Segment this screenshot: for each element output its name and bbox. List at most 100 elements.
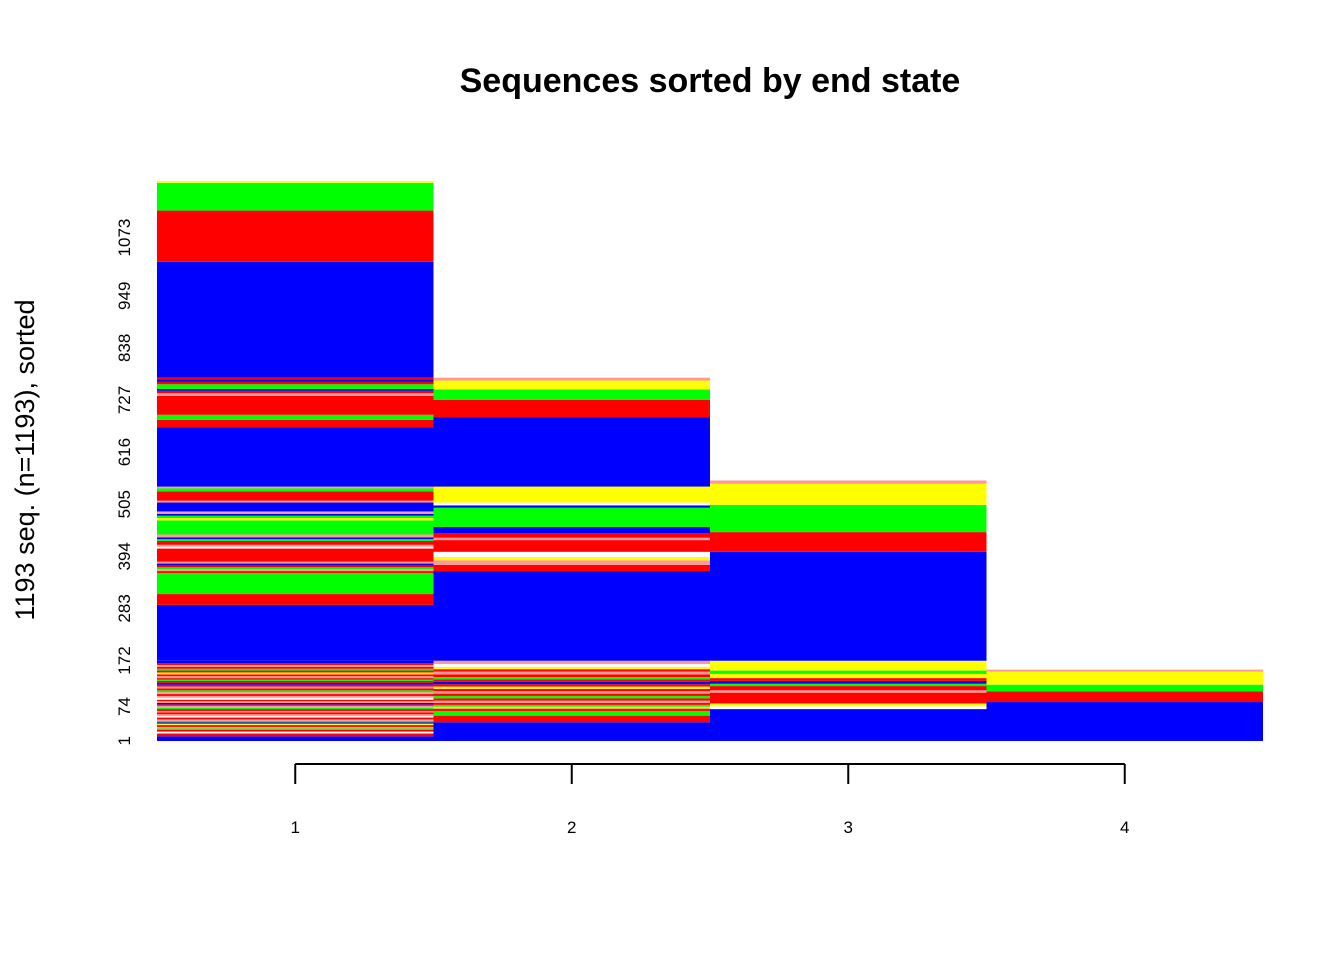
band-pink	[433, 377, 710, 381]
band-green	[157, 488, 434, 492]
band-green	[433, 710, 710, 716]
band-red	[433, 684, 710, 687]
band-blue	[157, 736, 434, 741]
band-red	[433, 533, 710, 538]
band-blue	[157, 660, 434, 664]
band-pink	[157, 692, 434, 695]
y-tick-label: 1	[115, 736, 134, 745]
band-pink	[157, 714, 434, 717]
band-red	[157, 541, 434, 545]
band-red	[157, 381, 434, 385]
column-4	[986, 669, 1263, 741]
band-pink	[433, 660, 710, 665]
band-white	[157, 731, 434, 734]
y-tick-label: 505	[115, 490, 134, 518]
band-pink	[157, 486, 434, 489]
band-green	[157, 520, 434, 535]
band-red	[157, 548, 434, 562]
band-pink	[157, 544, 434, 547]
band-red	[157, 704, 434, 706]
band-red	[157, 694, 434, 696]
band-yellow	[710, 660, 987, 671]
band-yellow	[710, 483, 987, 505]
band-pink	[157, 664, 434, 667]
band-red	[157, 670, 434, 673]
band-blue	[433, 526, 710, 534]
band-red	[157, 678, 434, 680]
band-red	[433, 399, 710, 418]
band-green	[433, 695, 710, 699]
band-red	[710, 532, 987, 552]
band-blue	[157, 702, 434, 705]
band-red	[157, 725, 434, 727]
chart-title: Sequences sorted by end state	[460, 62, 961, 100]
band-red	[157, 680, 434, 683]
band-red	[157, 674, 434, 677]
band-red	[157, 709, 434, 711]
band-white	[433, 664, 710, 667]
band-pink	[710, 690, 987, 693]
band-green	[710, 670, 987, 674]
band-pink	[157, 534, 434, 538]
band-red	[433, 698, 710, 701]
band-pink	[433, 700, 710, 703]
x-tick-label: 3	[844, 818, 853, 837]
band-blue	[157, 722, 434, 724]
y-tick-labels: 1 74 172 283 394 505 616 727 838 949 1073	[115, 219, 134, 746]
band-green	[986, 684, 1263, 692]
band-yellow	[433, 556, 710, 561]
band-red	[433, 540, 710, 552]
band-blue	[157, 537, 434, 540]
band-blue	[433, 505, 710, 508]
band-red	[433, 564, 710, 572]
y-axis-label: 1193 seq. (n=1193), sorted	[10, 300, 40, 621]
band-pink	[433, 537, 710, 541]
band-green	[433, 677, 710, 680]
y-tick-label: 727	[115, 386, 134, 414]
band-pink	[157, 561, 434, 564]
band-yellow	[157, 723, 434, 726]
band-yellow	[710, 673, 987, 679]
band-red	[157, 729, 434, 732]
band-green	[710, 683, 987, 687]
band-pink	[433, 691, 710, 694]
band-green	[433, 389, 710, 400]
band-white	[157, 546, 434, 549]
band-blue	[157, 563, 434, 566]
band-blue	[157, 502, 434, 512]
band-red	[433, 674, 710, 678]
band-blue	[433, 681, 710, 685]
band-white	[710, 706, 987, 710]
band-white	[157, 716, 434, 718]
y-tick-label: 838	[115, 334, 134, 362]
band-pink	[157, 701, 434, 703]
band-blue	[157, 682, 434, 685]
band-red	[157, 565, 434, 568]
band-red	[157, 688, 434, 691]
band-pink	[157, 705, 434, 708]
band-red	[433, 702, 710, 705]
band-red	[710, 678, 987, 681]
band-pink	[986, 669, 1263, 672]
band-yellow	[157, 181, 434, 183]
band-yellow	[710, 703, 987, 707]
band-red	[157, 699, 434, 702]
y-tick-label: 1073	[115, 219, 134, 257]
band-yellow	[433, 686, 710, 689]
band-blue	[157, 604, 434, 661]
band-blue	[710, 709, 987, 741]
band-pink	[157, 393, 434, 396]
column-1	[157, 181, 434, 741]
band-blue	[157, 427, 434, 487]
band-pink	[157, 511, 434, 514]
band-red	[157, 712, 434, 715]
band-red	[157, 594, 434, 605]
band-green	[157, 707, 434, 710]
band-red	[710, 686, 987, 691]
x-tick-label: 1	[291, 818, 300, 837]
band-pink	[433, 560, 710, 565]
band-blue	[710, 551, 987, 661]
band-yellow	[433, 380, 710, 385]
band-red	[157, 491, 434, 501]
